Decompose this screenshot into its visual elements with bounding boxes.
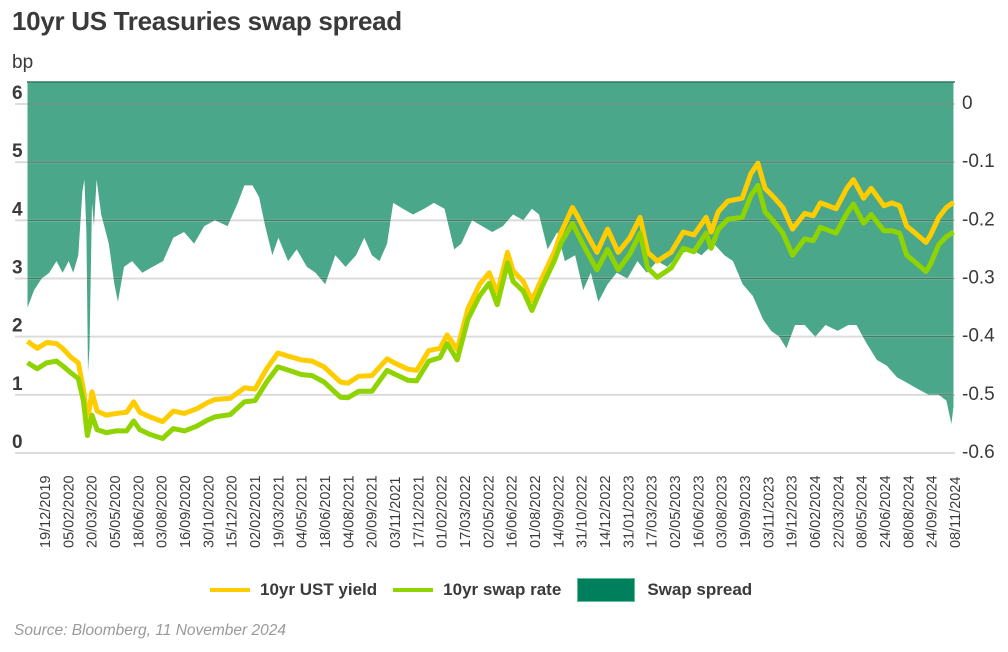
legend-swatch-spread bbox=[577, 578, 636, 602]
x-tick-label: 15/12/2020 bbox=[225, 475, 241, 548]
x-tick-label: 08/05/2024 bbox=[855, 475, 871, 548]
legend-label-spread: Swap spread bbox=[647, 580, 753, 599]
right-tick--0.4: -0.4 bbox=[962, 326, 995, 347]
x-tick-label: 30/10/2020 bbox=[201, 475, 217, 548]
x-tick-label: 17/03/2023 bbox=[645, 475, 661, 548]
right-tick--0.6: -0.6 bbox=[962, 442, 995, 463]
x-tick-label: 16/06/2023 bbox=[691, 475, 707, 548]
x-tick-label: 19/09/2023 bbox=[738, 475, 754, 548]
right-tick--0.3: -0.3 bbox=[962, 268, 995, 289]
x-tick-label: 03/11/2023 bbox=[761, 477, 777, 549]
left-tick-1: 1 bbox=[12, 374, 23, 395]
x-tick-label: 02/05/2022 bbox=[481, 475, 497, 548]
y-axis-unit-label: bp bbox=[12, 52, 34, 73]
left-tick-0: 0 bbox=[12, 432, 23, 453]
x-tick-label: 06/02/2024 bbox=[808, 475, 824, 548]
legend-swatch-swap bbox=[393, 588, 434, 592]
x-tick-label: 17/03/2022 bbox=[458, 475, 474, 548]
x-tick-label: 02/05/2023 bbox=[668, 475, 684, 548]
left-tick-2: 2 bbox=[12, 316, 23, 337]
left-tick-5: 5 bbox=[12, 141, 23, 162]
left-tick-6: 6 bbox=[12, 83, 23, 104]
x-tick-label: 19/12/2019 bbox=[38, 475, 54, 548]
legend-item-ust: 10yr UST yield bbox=[210, 580, 377, 600]
left-axis-ticks: 0 1 2 3 4 5 6 bbox=[12, 83, 23, 453]
x-tick-label: 18/06/2021 bbox=[318, 475, 334, 548]
left-tick-4: 4 bbox=[12, 199, 23, 220]
x-tick-label: 18/06/2020 bbox=[131, 475, 147, 548]
x-tick-label: 24/06/2024 bbox=[878, 475, 894, 548]
x-tick-label: 19/12/2023 bbox=[785, 475, 801, 548]
right-tick--0.1: -0.1 bbox=[962, 151, 995, 172]
x-tick-label: 01/08/2022 bbox=[528, 475, 544, 548]
source-note: Source: Bloomberg, 11 November 2024 bbox=[14, 622, 286, 639]
legend-swatch-ust bbox=[210, 588, 250, 592]
x-tick-label: 03/08/2023 bbox=[715, 475, 731, 548]
x-tick-label: 08/08/2024 bbox=[901, 475, 917, 548]
x-tick-label: 08/11/2024 bbox=[948, 477, 964, 549]
x-tick-label: 02/02/2021 bbox=[248, 475, 264, 548]
x-tick-label: 22/03/2024 bbox=[831, 475, 847, 548]
x-tick-label: 05/02/2020 bbox=[61, 475, 77, 548]
legend-label-swap: 10yr swap rate bbox=[443, 580, 562, 599]
swap-spread-area bbox=[27, 82, 954, 424]
left-tick-3: 3 bbox=[12, 258, 23, 279]
legend-item-spread: Swap spread bbox=[569, 578, 752, 602]
x-tick-label: 20/03/2020 bbox=[85, 475, 101, 548]
x-tick-label: 03/11/2021 bbox=[388, 477, 404, 549]
x-tick-label: 04/08/2021 bbox=[341, 475, 357, 548]
right-tick--0.2: -0.2 bbox=[962, 209, 995, 230]
x-tick-label: 20/09/2021 bbox=[365, 475, 381, 548]
x-tick-label: 05/05/2020 bbox=[108, 475, 124, 548]
x-tick-label: 19/03/2021 bbox=[271, 475, 287, 548]
x-tick-label: 31/10/2022 bbox=[575, 475, 591, 548]
chart-title: 10yr US Treasuries swap spread bbox=[12, 6, 402, 36]
x-tick-label: 31/01/2023 bbox=[621, 475, 637, 548]
grid-layer bbox=[15, 103, 955, 454]
legend-label-ust: 10yr UST yield bbox=[260, 580, 378, 599]
x-tick-label: 16/09/2020 bbox=[178, 475, 194, 548]
x-tick-label: 24/09/2024 bbox=[925, 475, 941, 548]
x-tick-label: 01/02/2022 bbox=[435, 475, 451, 548]
line-layer bbox=[26, 160, 955, 441]
legend-item-swap: 10yr swap rate bbox=[385, 580, 561, 600]
legend: 10yr UST yield 10yr swap rate Swap sprea… bbox=[210, 578, 760, 602]
x-tick-label: 14/12/2022 bbox=[598, 475, 614, 548]
x-tick-label: 17/12/2021 bbox=[411, 475, 427, 548]
right-tick-0: 0 bbox=[962, 93, 973, 114]
x-tick-label: 03/08/2020 bbox=[155, 475, 171, 548]
x-tick-label: 14/09/2022 bbox=[551, 475, 567, 548]
area-layer bbox=[27, 81, 955, 424]
right-axis-ticks: -0.6 -0.5 -0.4 -0.3 -0.2 -0.1 0 bbox=[962, 93, 995, 463]
x-tick-label: 16/06/2022 bbox=[505, 475, 521, 548]
x-axis-ticks: 19/12/2019 05/02/2020 20/03/2020 05/05/2020… bbox=[38, 475, 964, 548]
x-tick-label: 04/05/2021 bbox=[295, 475, 311, 548]
right-tick--0.5: -0.5 bbox=[962, 384, 995, 405]
